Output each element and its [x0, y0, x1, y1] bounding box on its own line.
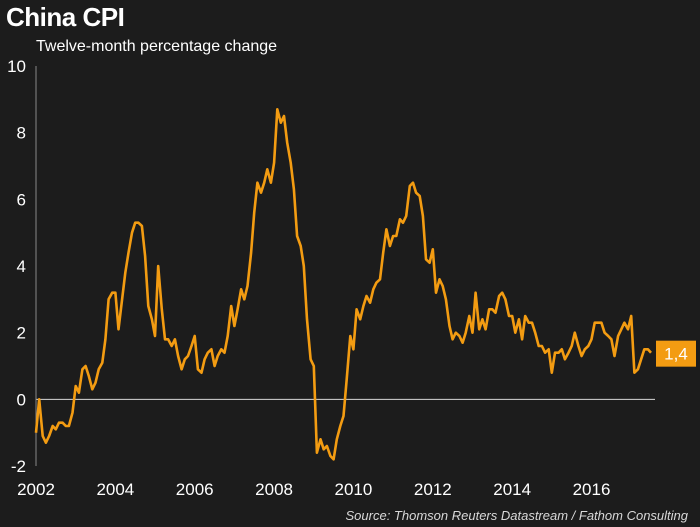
- y-tick-label: 10: [7, 57, 26, 76]
- x-tick-label: 2014: [493, 480, 531, 499]
- chart-subtitle: Twelve-month percentage change: [36, 38, 278, 55]
- chart-title: China CPI: [6, 2, 125, 32]
- y-tick-label: -2: [11, 457, 26, 476]
- series-line-cpi: [34, 108, 652, 461]
- y-tick-label: 2: [17, 324, 26, 343]
- x-tick-label: 2008: [255, 480, 293, 499]
- x-axis-ticks: 2002 2004 2006 2008 2010 2012 2014 2016: [17, 480, 610, 499]
- x-tick-label: 2010: [335, 480, 373, 499]
- x-tick-label: 2004: [96, 480, 134, 499]
- y-axis-ticks: -2 0 2 4 6 8 10: [7, 57, 26, 476]
- y-tick-label: 6: [17, 190, 26, 209]
- y-tick-label: 4: [17, 257, 26, 276]
- end-value-badge-bg: [656, 340, 696, 367]
- end-value-badge: 1,4: [656, 340, 696, 367]
- x-tick-label: 2012: [414, 480, 452, 499]
- x-tick-label: 2006: [176, 480, 214, 499]
- source-note: Source: Thomson Reuters Datastream / Fat…: [345, 508, 688, 523]
- x-tick-label: 2002: [17, 480, 55, 499]
- y-tick-label: 8: [17, 124, 26, 143]
- x-tick-label: 2016: [573, 480, 611, 499]
- y-tick-label: 0: [17, 390, 26, 409]
- end-value-label: 1,4: [664, 345, 688, 364]
